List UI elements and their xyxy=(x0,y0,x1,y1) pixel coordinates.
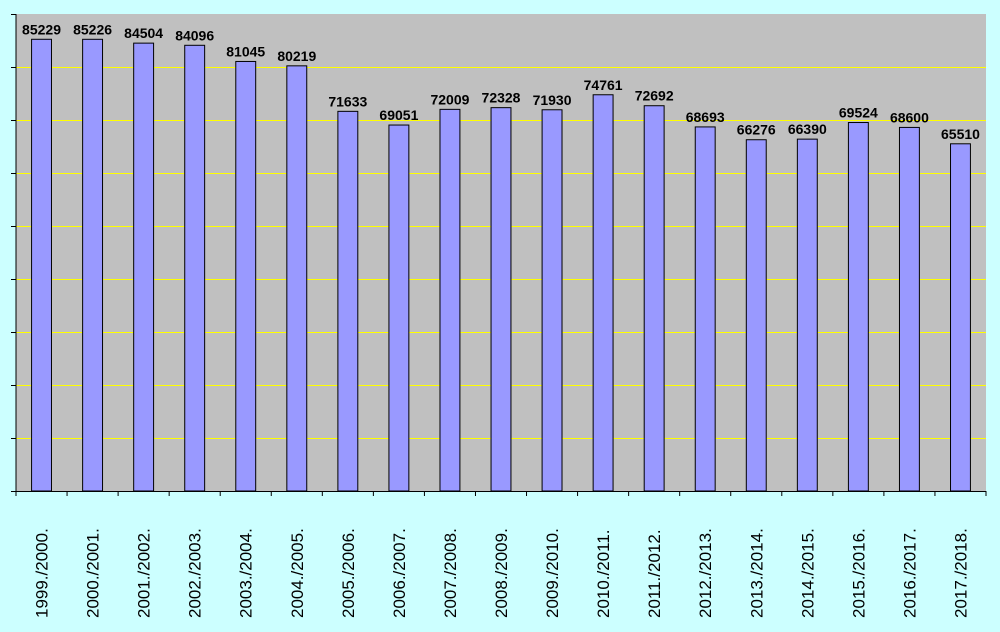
x-tick-label: 2003./2004. xyxy=(237,528,256,618)
bar xyxy=(235,60,257,492)
data-label: 71633 xyxy=(328,93,367,109)
bar xyxy=(133,42,155,492)
bar xyxy=(643,105,665,492)
bar xyxy=(541,109,563,492)
x-tick-label: 2015./2016. xyxy=(849,528,868,618)
data-label: 69524 xyxy=(839,105,878,121)
bar xyxy=(439,108,461,492)
data-labels: 85229 85226 84504 84096 81045 80219 71633 69051… xyxy=(22,21,980,142)
x-tick-label: 2011./2012. xyxy=(645,529,664,618)
x-tick-label: 2004./2005. xyxy=(288,528,307,618)
axes xyxy=(11,14,986,492)
data-label: 69051 xyxy=(379,107,418,123)
x-tick-label: 2013./2014. xyxy=(747,528,766,618)
x-tick-label: 2012./2013. xyxy=(696,528,715,618)
bar xyxy=(847,122,869,492)
x-tick-label: 2009./2010. xyxy=(543,528,562,618)
data-label: 85229 xyxy=(22,21,61,37)
bar xyxy=(745,139,767,492)
data-label: 84096 xyxy=(175,27,214,43)
bar xyxy=(796,138,818,492)
data-label: 66390 xyxy=(788,121,827,137)
data-label: 81045 xyxy=(226,43,265,59)
x-tick-label: 2014./2015. xyxy=(798,528,817,618)
x-tick-label: 2002./2003. xyxy=(186,528,205,618)
x-tick-label: 2008./2009. xyxy=(492,528,511,618)
x-tick-label: 2010./2011. xyxy=(594,529,613,618)
bar xyxy=(31,38,52,492)
bar xyxy=(694,126,716,492)
data-label: 72692 xyxy=(635,88,674,104)
x-tick-label: 2000./2001. xyxy=(84,528,103,618)
x-tick-labels: 1999./2000. 2000./2001. 2001./2002. 2002./2… xyxy=(15,491,987,618)
bar xyxy=(592,94,614,492)
x-tick-label: 2005./2006. xyxy=(339,528,358,618)
x-tick-label: 2016./2017. xyxy=(900,528,919,618)
data-label: 66276 xyxy=(737,122,776,138)
data-label: 74761 xyxy=(584,77,623,93)
data-label: 68600 xyxy=(890,109,929,125)
x-tick-label: 1999./2000. xyxy=(33,528,52,618)
x-tick-label: 2001./2002. xyxy=(135,528,154,618)
data-label: 72009 xyxy=(430,91,469,107)
data-label: 71930 xyxy=(533,92,572,108)
bar xyxy=(82,38,104,492)
bar xyxy=(950,143,971,492)
bar xyxy=(286,65,308,492)
bar xyxy=(184,44,206,492)
bar xyxy=(388,124,410,492)
data-label: 65510 xyxy=(941,126,980,142)
x-tick-label: 2007./2008. xyxy=(441,528,460,618)
bar xyxy=(490,107,512,492)
bar xyxy=(898,126,920,492)
x-tick-label: 2017./2018. xyxy=(951,528,970,618)
bar xyxy=(337,110,359,492)
x-tick-label: 2006./2007. xyxy=(390,528,409,618)
data-label: 84504 xyxy=(124,25,163,41)
data-label: 68693 xyxy=(686,109,725,125)
data-label: 85226 xyxy=(73,21,112,37)
data-label: 72328 xyxy=(482,90,521,106)
data-label: 80219 xyxy=(277,48,316,64)
